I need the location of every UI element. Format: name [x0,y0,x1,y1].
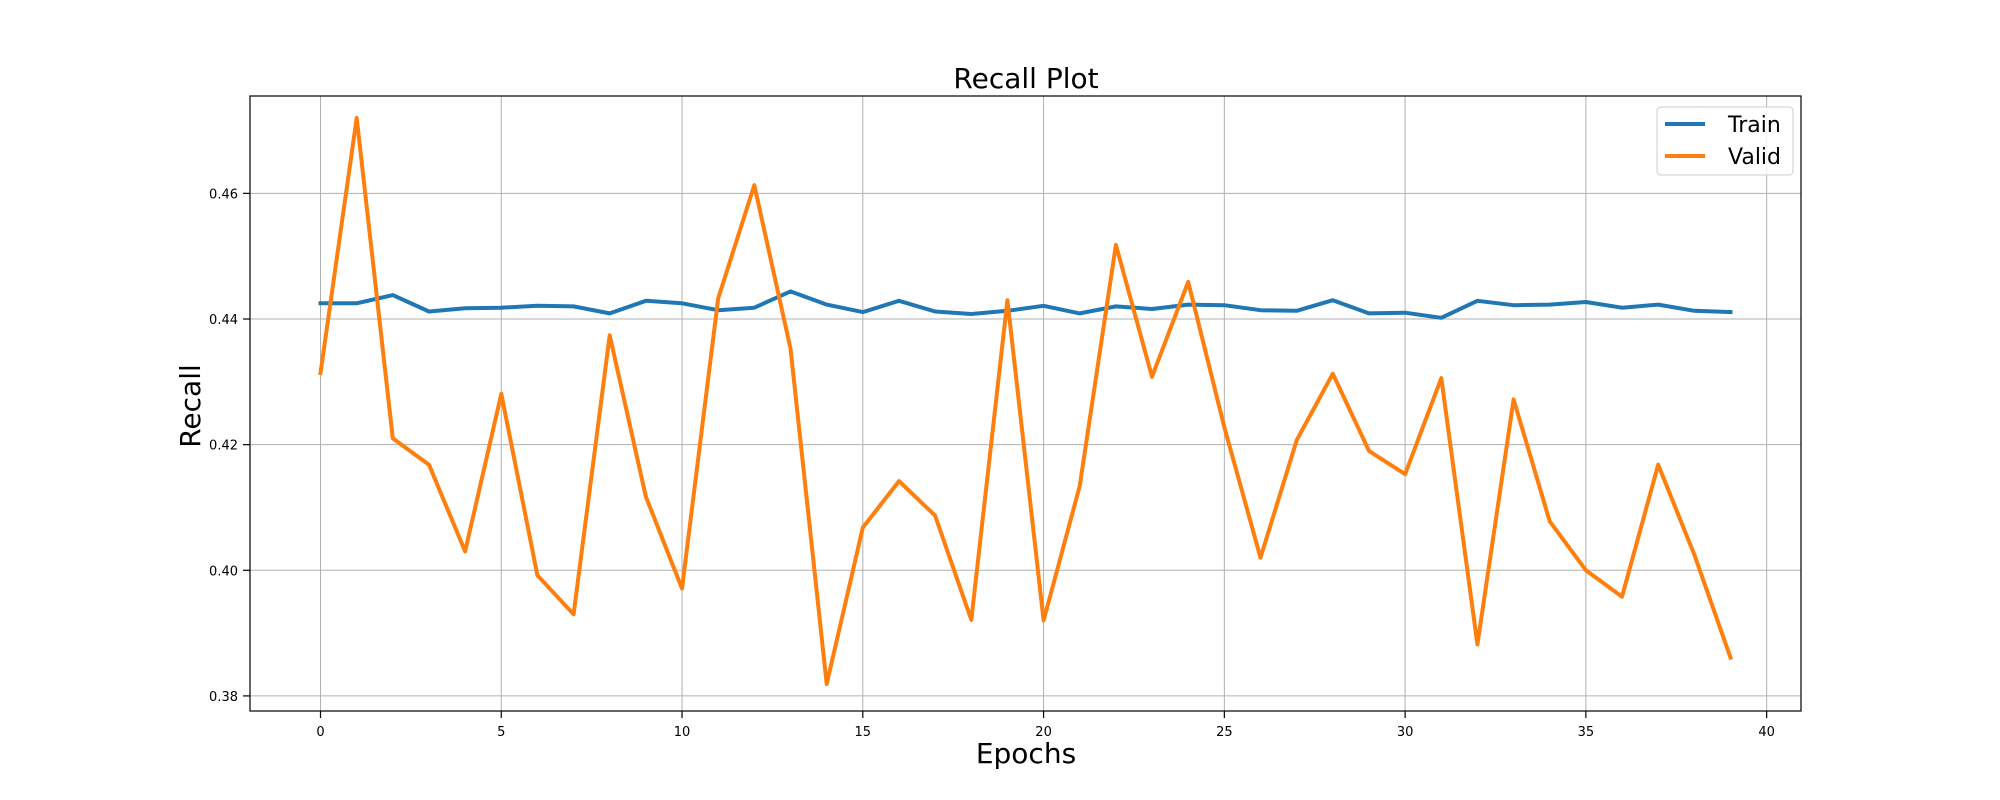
series-line-valid [318,116,1734,686]
plot-frame [249,95,1802,712]
y-axis-ticks: 0.38 0.40 0.42 0.44 0.46 [209,187,250,705]
x-tick-label: 35 [1578,725,1595,740]
x-tick-label: 20 [1035,725,1052,740]
x-axis-label: Epochs [976,737,1076,770]
x-tick-label: 10 [674,725,691,740]
x-tick-label: 5 [497,725,505,740]
y-tick-label: 0.42 [209,439,238,454]
chart-title: Recall Plot [953,62,1098,95]
x-tick-label: 25 [1216,725,1233,740]
x-tick-label: 15 [855,725,872,740]
y-axis-label: Recall [174,364,207,448]
y-tick-label: 0.40 [209,564,238,579]
legend-label-valid: Valid [1728,145,1781,170]
x-tick-label: 40 [1758,725,1775,740]
series-line-train [318,289,1733,320]
x-tick-label: 30 [1397,725,1414,740]
y-tick-label: 0.38 [209,690,238,705]
legend: Train Valid [1656,106,1794,176]
legend-label-train: Train [1727,113,1781,138]
y-tick-label: 0.46 [209,187,238,202]
y-tick-label: 0.44 [209,313,238,328]
series-lines [318,116,1734,686]
grid-lines [250,96,1801,711]
x-tick-label: 0 [316,725,324,740]
x-axis-ticks: 0 5 10 15 20 25 30 35 40 [316,711,1775,740]
